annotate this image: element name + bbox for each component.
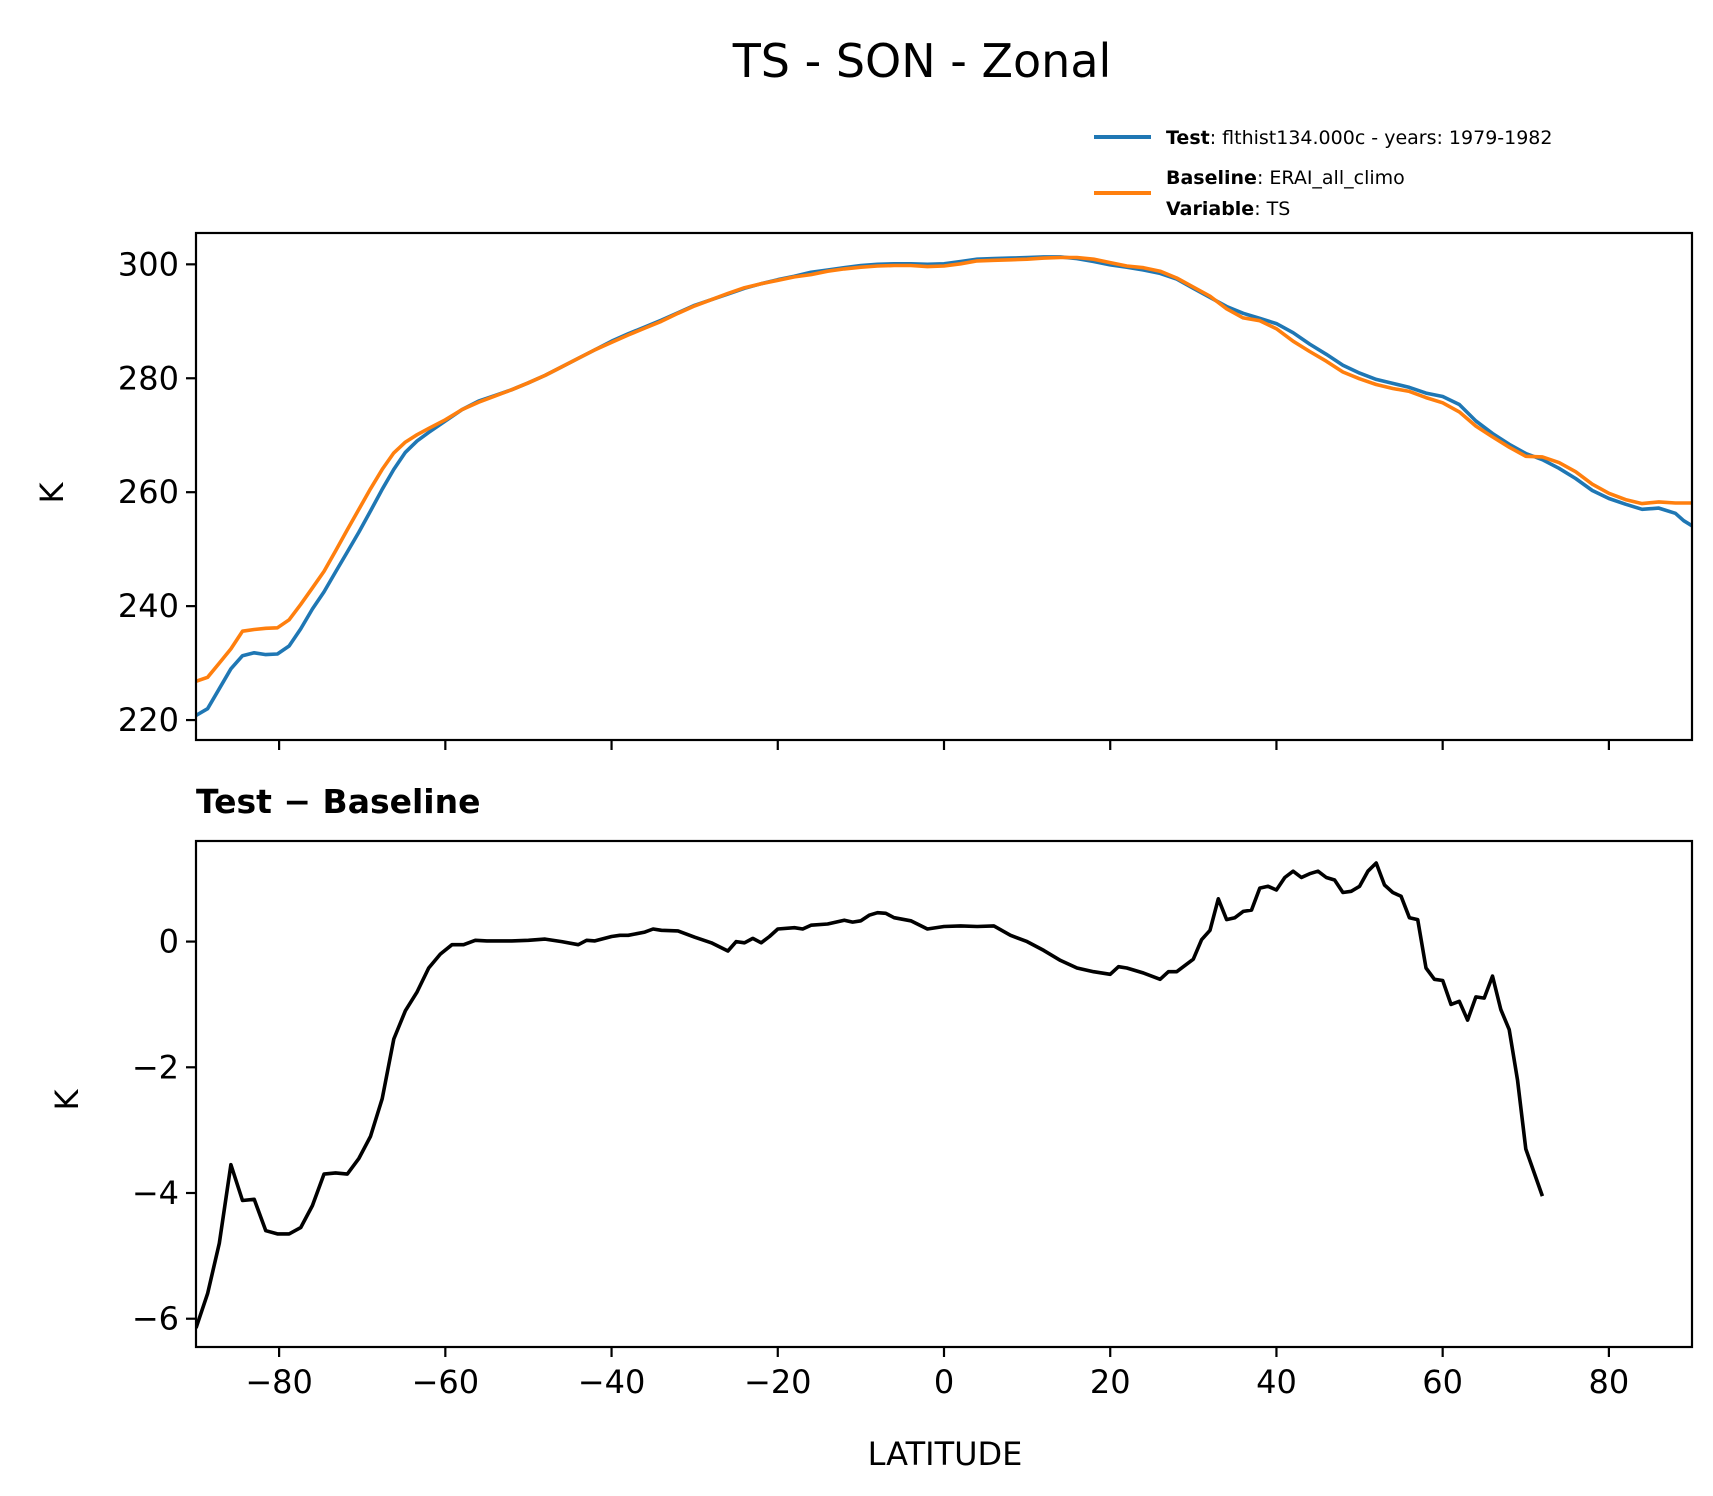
legend-baseline-entry: Baseline: ERAI_all_climo bbox=[1166, 167, 1405, 189]
legend-baseline-key: Baseline bbox=[1166, 167, 1257, 189]
x-tick-label: −60 bbox=[412, 1363, 480, 1401]
y-tick-label: −2 bbox=[132, 1048, 179, 1086]
plot-frame bbox=[194, 839, 1694, 1349]
x-tick-label: 20 bbox=[1090, 1363, 1131, 1401]
x-tick-label: −20 bbox=[744, 1363, 812, 1401]
legend-variable-text: : TS bbox=[1254, 198, 1290, 220]
legend: Test: flthist134.000c - years: 1979-1982… bbox=[1094, 127, 1553, 220]
plot-frame bbox=[194, 231, 1694, 742]
y-tick-label: 280 bbox=[118, 359, 179, 397]
x-tick-label: 40 bbox=[1256, 1363, 1297, 1401]
legend-variable-key: Variable bbox=[1166, 198, 1254, 220]
bottom-ylabel: K bbox=[48, 1088, 86, 1110]
x-tick-label: 80 bbox=[1589, 1363, 1630, 1401]
legend-test-entry: Test: flthist134.000c - years: 1979-1982 bbox=[1166, 127, 1553, 149]
x-axis-label: LATITUDE bbox=[868, 1435, 1023, 1473]
y-tick-label: 0 bbox=[159, 923, 179, 961]
x-tick-label: −80 bbox=[245, 1363, 313, 1401]
y-tick-label: 300 bbox=[118, 245, 179, 283]
y-tick-label: −6 bbox=[132, 1300, 179, 1338]
series-line-baseline bbox=[196, 255, 1692, 684]
x-tick-label: 60 bbox=[1422, 1363, 1463, 1401]
bottom-panel: Test − Baseline K LATITUDE −6−4−20−80 −60… bbox=[48, 782, 1694, 1473]
top-panel: K 220 240 260 280 300 bbox=[33, 231, 1694, 750]
panel-subtitle: Test − Baseline bbox=[196, 782, 481, 821]
x-tick-label: 0 bbox=[934, 1363, 954, 1401]
legend-baseline-text: : ERAI_all_climo bbox=[1257, 167, 1405, 189]
legend-variable-entry: Variable: TS bbox=[1166, 198, 1290, 220]
y-tick-label: −4 bbox=[132, 1174, 179, 1212]
y-tick-label: 260 bbox=[118, 473, 179, 511]
x-tick-label: −40 bbox=[578, 1363, 646, 1401]
legend-test-key: Test bbox=[1166, 127, 1210, 149]
y-tick-label: 240 bbox=[118, 587, 179, 625]
y-tick-label: 220 bbox=[118, 701, 179, 739]
series-line-test bbox=[196, 255, 1692, 718]
series-line-difference bbox=[196, 861, 1545, 1329]
figure-title: TS - SON - Zonal bbox=[732, 34, 1112, 88]
legend-test-text: : flthist134.000c - years: 1979-1982 bbox=[1210, 127, 1553, 149]
top-ylabel: K bbox=[33, 481, 71, 503]
